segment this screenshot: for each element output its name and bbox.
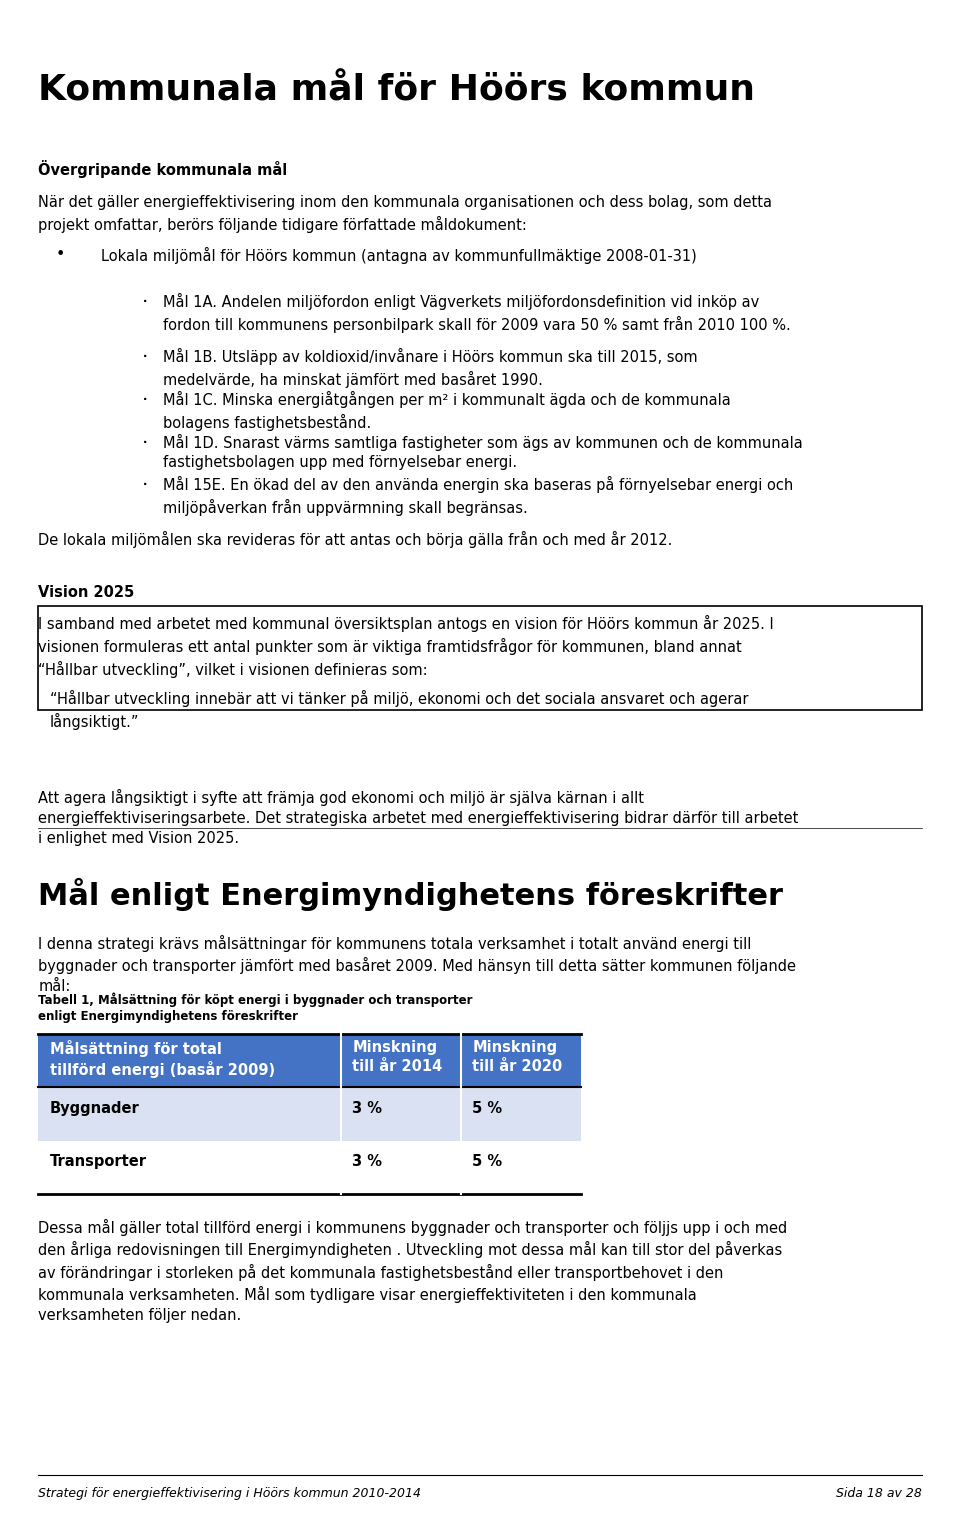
Text: I denna strategi krävs målsättningar för kommunens totala verksamhet i totalt an: I denna strategi krävs målsättningar för… [38,935,797,994]
FancyBboxPatch shape [38,606,922,710]
Text: Mål 1B. Utsläpp av koldioxid/invånare i Höörs kommun ska till 2015, som
medelvär: Mål 1B. Utsläpp av koldioxid/invånare i … [163,348,698,388]
Text: ·: · [142,293,149,312]
Text: •: • [56,247,65,263]
Text: Mål 1C. Minska energiåtgången per m² i kommunalt ägda och de kommunala
bolagens : Mål 1C. Minska energiåtgången per m² i k… [163,391,731,431]
Text: Minskning
till år 2020: Minskning till år 2020 [472,1040,563,1073]
Text: Målsättning för total
tillförd energi (basår 2009): Målsättning för total tillförd energi (b… [50,1040,276,1078]
Text: Övergripande kommunala mål: Övergripande kommunala mål [38,160,288,179]
Text: Tabell 1, Målsättning för köpt energi i byggnader och transporter
enligt Energim: Tabell 1, Målsättning för köpt energi i … [38,993,473,1023]
Text: 5 %: 5 % [472,1154,502,1170]
Text: Minskning
till år 2014: Minskning till år 2014 [352,1040,443,1073]
Text: “Hållbar utveckling innebär att vi tänker på miljö, ekonomi och det sociala ansv: “Hållbar utveckling innebär att vi tänke… [50,690,749,730]
Text: Strategi för energieffektivisering i Höörs kommun 2010-2014: Strategi för energieffektivisering i Höö… [38,1486,421,1500]
Text: ·: · [142,391,149,409]
Text: Sida 18 av 28: Sida 18 av 28 [836,1486,922,1500]
Text: ·: · [142,348,149,366]
Text: Mål 1A. Andelen miljöfordon enligt Vägverkets miljöfordonsdefinition vid inköp a: Mål 1A. Andelen miljöfordon enligt Vägve… [163,293,791,333]
Text: Kommunala mål för Höörs kommun: Kommunala mål för Höörs kommun [38,73,756,107]
Text: Mål enligt Energimyndighetens föreskrifter: Mål enligt Energimyndighetens föreskrift… [38,878,783,912]
Text: Dessa mål gäller total tillförd energi i kommunens byggnader och transporter och: Dessa mål gäller total tillförd energi i… [38,1219,787,1324]
Bar [38,1141,581,1194]
Text: ·: · [142,434,149,452]
Text: 3 %: 3 % [352,1154,382,1170]
Text: Att agera långsiktigt i syfte att främja god ekonomi och miljö är själva kärnan : Att agera långsiktigt i syfte att främja… [38,789,799,846]
Text: Vision 2025: Vision 2025 [38,585,134,600]
Text: När det gäller energieffektivisering inom den kommunala organisationen och dess : När det gäller energieffektivisering ino… [38,195,773,234]
Text: De lokala miljömålen ska revideras för att antas och börja gälla från och med år: De lokala miljömålen ska revideras för a… [38,531,673,548]
Text: Lokala miljömål för Höörs kommun (antagna av kommunfullmäktige 2008-01-31): Lokala miljömål för Höörs kommun (antagn… [101,247,697,264]
Text: 3 %: 3 % [352,1101,382,1116]
Bar [38,1087,581,1141]
Text: Mål 1D. Snarast värms samtliga fastigheter som ägs av kommunen och de kommunala
: Mål 1D. Snarast värms samtliga fastighet… [163,434,803,470]
Text: Transporter: Transporter [50,1154,147,1170]
Text: Mål 15E. En ökad del av den använda energin ska baseras på förnyelsebar energi o: Mål 15E. En ökad del av den använda ener… [163,476,794,516]
Text: I samband med arbetet med kommunal översiktsplan antogs en vision för Höörs komm: I samband med arbetet med kommunal övers… [38,615,774,678]
Text: ·: · [142,476,149,495]
Text: 5 %: 5 % [472,1101,502,1116]
Text: Byggnader: Byggnader [50,1101,139,1116]
Bar [38,1034,581,1087]
